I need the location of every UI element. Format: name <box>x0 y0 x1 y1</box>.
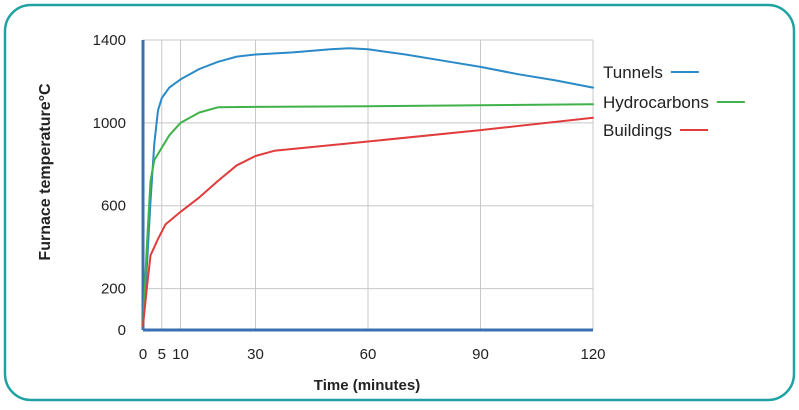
grid-lines <box>143 39 594 330</box>
y-axis-title: Furnace temperature°C <box>37 83 54 261</box>
x-tick-label: 30 <box>247 346 264 363</box>
x-tick-label: 10 <box>172 346 189 363</box>
legend: Tunnels Hydrocarbons Buildings <box>603 63 745 140</box>
legend-label-hydrocarbons: Hydrocarbons <box>603 93 709 112</box>
axes <box>141 40 593 332</box>
y-tick-label: 1000 <box>93 115 126 132</box>
legend-label-buildings: Buildings <box>603 121 672 140</box>
x-tick-label: 5 <box>158 346 166 363</box>
x-tick-label: 0 <box>139 346 147 363</box>
series-lines <box>142 47 594 327</box>
series-line-tunnels <box>142 47 594 327</box>
x-tick-label: 60 <box>360 346 377 363</box>
x-tick-label: 120 <box>580 346 605 363</box>
series-line-buildings <box>142 116 594 327</box>
series-line-hydrocarbons <box>142 103 594 327</box>
y-tick-label: 0 <box>118 322 126 339</box>
chart-border <box>3 3 796 402</box>
y-tick-label: 1400 <box>93 32 126 49</box>
y-tick-label: 600 <box>101 198 126 215</box>
x-tick-label: 90 <box>472 346 489 363</box>
y-tick-label: 200 <box>101 281 126 298</box>
legend-label-tunnels: Tunnels <box>603 63 663 82</box>
x-axis-title: Time (minutes) <box>314 377 420 394</box>
